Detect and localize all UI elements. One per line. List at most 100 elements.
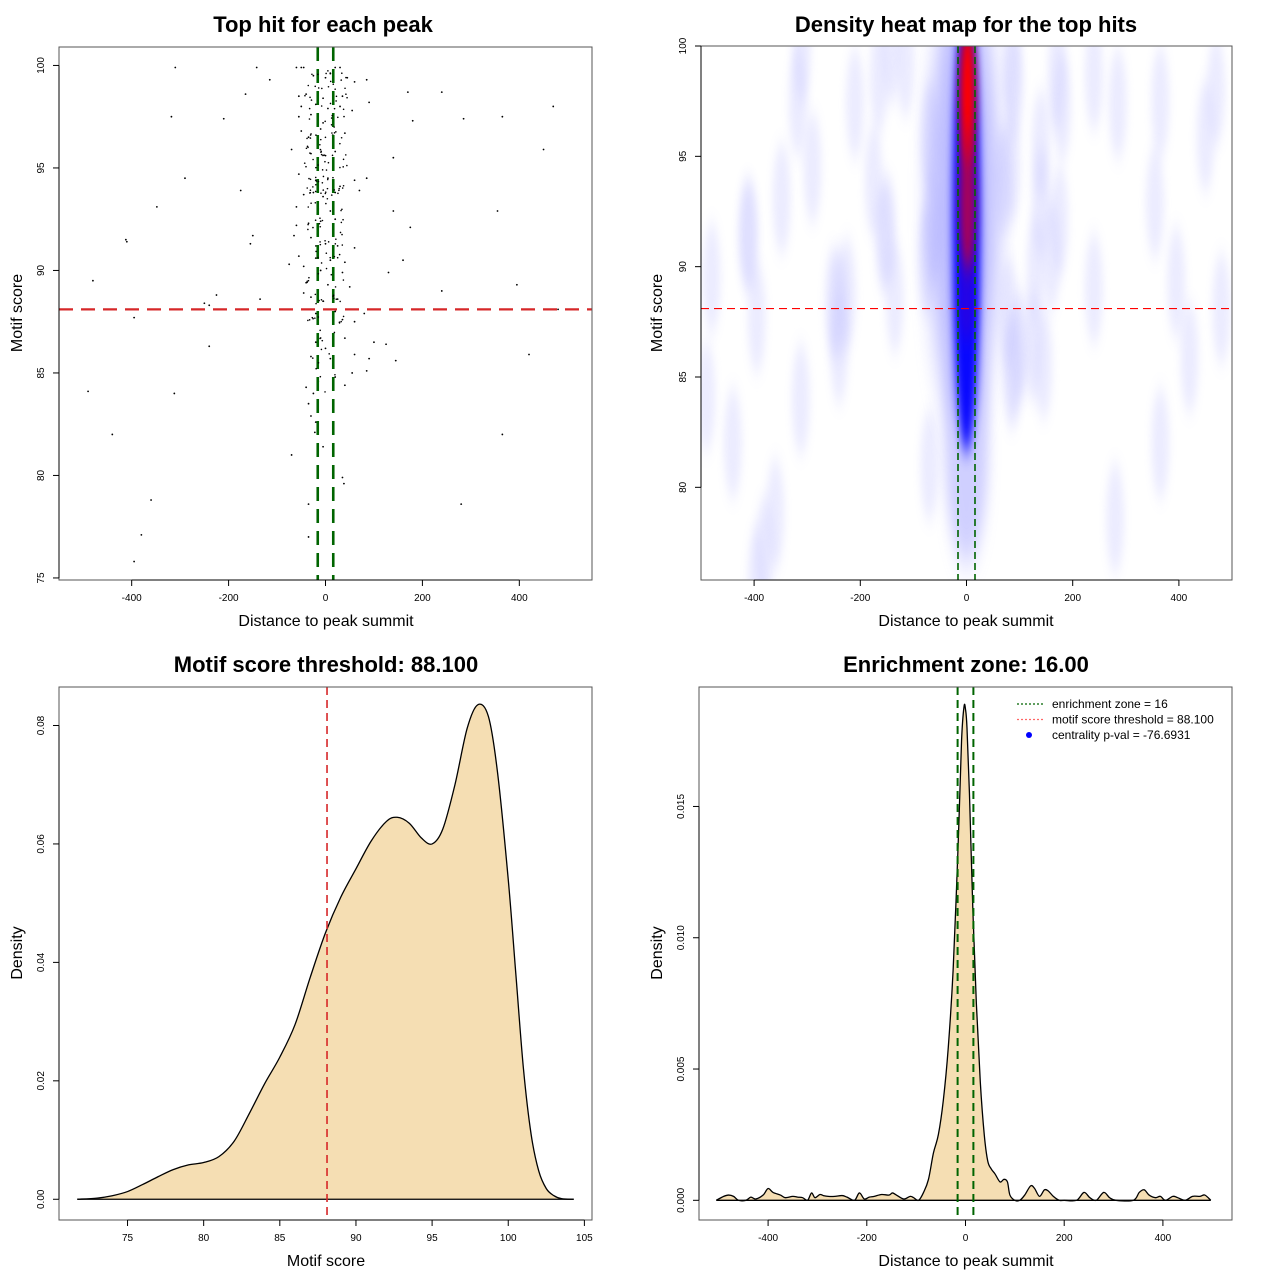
scatter-point [315,166,317,169]
scatter-point [334,243,337,245]
heatmap-density-cell [1180,302,1199,413]
scatter-point [320,262,323,264]
scatter-point [324,242,327,245]
scatter-point [322,195,324,198]
scatter-point [406,91,409,93]
scatter-point [385,343,387,346]
scatter-point [330,273,333,276]
heatmap-density-cell [1196,81,1215,192]
score-x-tick-label: 95 [427,1233,439,1244]
heatmap-density-cell [702,222,721,333]
scatter-point [335,100,337,102]
scatter-point [307,319,309,322]
scatter-point [305,93,308,96]
distance-y-tick-label: 0.015 [676,794,687,819]
scatter-point [315,134,317,136]
scatter-point [333,255,336,258]
scatter-point [342,315,345,318]
scatter-point [327,85,330,88]
heatmap-density-cell [791,344,810,455]
scatter-point [341,72,343,75]
scatter-point [324,136,327,139]
scatter-point [335,95,338,98]
scatter-point [309,191,312,194]
scatter-point [338,253,341,256]
scatter-point [321,339,324,342]
scatter-point [314,103,317,106]
scatter-point [307,136,310,139]
scatter-point [340,136,343,139]
scatter-point [333,107,336,110]
scatter-point [309,137,312,139]
scatter-point [334,373,336,376]
scatter-point [320,298,323,301]
scatter-point [331,154,334,157]
scatter-point [307,146,309,149]
heatmap-density-cell [723,388,742,499]
scatter-point [307,84,310,87]
scatter-point [501,115,504,118]
scatter-point [319,241,321,243]
scatter-point [312,191,315,194]
scatter-point [173,392,176,395]
scatter-point [307,206,310,208]
scatter-point [341,318,344,321]
scatter-point [334,191,337,194]
scatter-point [317,256,319,259]
scatter-point [341,244,344,246]
scatter-x-tick-label: -400 [122,593,142,604]
scatter-point [322,154,324,157]
scatter-point [302,193,305,196]
scatter-point [319,148,322,151]
scatter-point [309,96,311,99]
scatter-point [338,189,340,192]
scatter-point [324,76,327,79]
scatter-point [310,133,312,135]
scatter-y-label: Motif score [9,274,26,352]
scatter-point [329,72,332,74]
scatter-point [319,329,321,332]
scatter-point [310,296,312,298]
scatter-point [307,402,310,405]
scatter-point [557,308,559,311]
score-x-tick-label: 75 [122,1233,134,1244]
scatter-point [328,353,330,355]
scatter-point [319,128,322,130]
scatter-point [335,238,337,240]
scatter-point [337,116,339,119]
scatter-point [133,560,136,563]
scatter-point [333,126,335,128]
score-density-x-label: Motif score [287,1253,365,1270]
scatter-point [310,202,312,205]
scatter-point [324,192,327,195]
heatmap-density-cell [845,48,864,159]
legend-label-enrichment-zone: enrichment zone = 16 [1052,697,1168,711]
scatter-point [306,280,308,283]
legend-label-centrality: centrality p-val = -76.6931 [1052,728,1191,742]
scatter-point [332,176,334,179]
scatter-point [340,209,342,212]
heatmap-panel: Density heat map for the top hits Distan… [649,12,1233,630]
scatter-point [306,137,308,140]
scatter-point [259,298,261,301]
scatter-point [317,164,319,166]
scatter-point [311,316,314,319]
distance-density-x-label: Distance to peak summit [878,1253,1054,1270]
scatter-point [87,390,89,393]
score-y-tick-label: 0.08 [36,715,47,735]
scatter-point [315,250,317,253]
distance-density-area [716,704,1211,1202]
distance-x-tick-label: 200 [1056,1233,1073,1244]
heatmap-density-cell [747,525,766,580]
scatter-point [255,66,258,69]
scatter-point [343,132,346,135]
scatter-point [330,194,333,196]
scatter-point [358,189,361,192]
heatmap-y-tick-label: 95 [678,150,689,162]
scatter-y-tick-label: 90 [36,264,47,276]
scatter-point [222,117,225,120]
scatter-point [315,367,317,370]
scatter-y-tick-label: 75 [36,572,47,584]
scatter-point [322,189,325,191]
